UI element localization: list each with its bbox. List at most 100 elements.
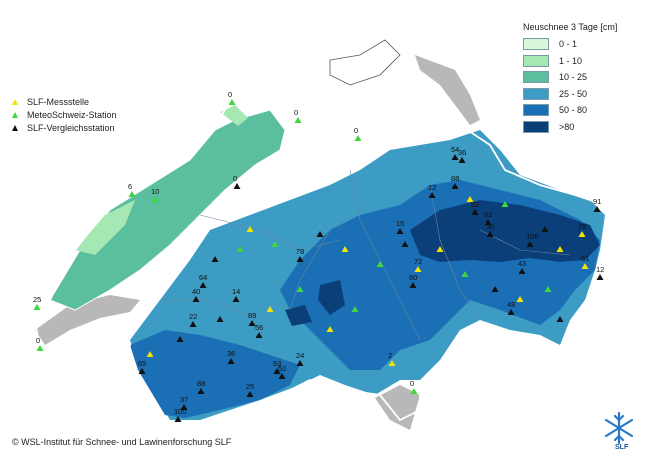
station-marker [227, 358, 235, 364]
station-value-label: 100 [174, 407, 187, 416]
station-marker [518, 268, 526, 274]
legend-row: 0 - 1 [523, 36, 643, 53]
station-value-label: 36 [227, 349, 235, 358]
legend-row: 1 - 10 [523, 53, 643, 70]
station-marker [396, 228, 404, 234]
station-marker [544, 286, 552, 292]
station-value-label: 14 [232, 287, 240, 296]
station-value-label: 2 [388, 351, 392, 360]
station-marker [486, 231, 494, 237]
legend-swatch [523, 71, 549, 84]
station-marker [436, 246, 444, 252]
slf-logo: SLF [599, 410, 643, 456]
legend-title: Neuschnee 3 Tage [cm] [523, 22, 618, 32]
station-type-row: SLF-Vergleichsstation [12, 121, 117, 134]
station-marker [541, 226, 549, 232]
station-marker [578, 231, 586, 237]
station-value-label: 6 [128, 182, 132, 191]
legend-label: >80 [559, 121, 575, 132]
region-80plus-b [318, 280, 345, 315]
station-marker [216, 316, 224, 322]
station-type-row: MeteoSchweiz-Station [12, 108, 117, 121]
legend-row: >80 [523, 119, 643, 136]
station-marker [341, 246, 349, 252]
station-marker [246, 226, 254, 232]
station-value-label: 0 [410, 379, 414, 388]
station-value-label: 12 [596, 265, 604, 274]
station-marker [556, 316, 564, 322]
copyright-credit: © WSL-Institut für Schnee- und Lawinenfo… [12, 437, 232, 447]
legend-label: 0 - 1 [559, 39, 578, 50]
region-10-25 [49, 109, 286, 311]
station-value-label: 89 [248, 311, 256, 320]
station-marker [526, 241, 534, 247]
station-marker [414, 266, 422, 272]
station-marker [316, 231, 324, 237]
station-value-label: 25 [33, 295, 41, 304]
station-marker [192, 296, 200, 302]
legend-swatch [523, 87, 549, 100]
station-marker [248, 320, 256, 326]
station-marker [228, 99, 236, 105]
station-marker [596, 274, 604, 280]
station-value-label: 72 [414, 257, 422, 266]
neighbor-outline [329, 39, 401, 86]
station-marker [236, 246, 244, 252]
station-marker [491, 286, 499, 292]
legend-row: 50 - 80 [523, 102, 643, 119]
station-value-label: 0 [233, 174, 237, 183]
station-marker [36, 345, 44, 351]
station-value-label: 0 [36, 336, 40, 345]
station-marker [211, 256, 219, 262]
station-value-label: 61 [581, 254, 589, 263]
station-marker [294, 117, 302, 123]
station-marker [233, 183, 241, 189]
station-value-label: 43 [518, 259, 526, 268]
snowflake-icon [604, 411, 634, 445]
station-value-label: 88 [197, 379, 205, 388]
station-marker [484, 219, 492, 225]
station-value-label: 25 [246, 382, 254, 391]
legend-swatch [523, 104, 549, 117]
station-value-label: 60 [409, 273, 417, 282]
station-marker [401, 241, 409, 247]
legend-label: 1 - 10 [559, 55, 583, 66]
station-marker [581, 263, 589, 269]
station-marker [189, 321, 197, 327]
region-80plus-c [285, 305, 312, 326]
legend-label: 50 - 80 [559, 105, 588, 116]
black-triangle-icon [12, 124, 18, 131]
station-value-label: 22 [189, 312, 197, 321]
station-marker [33, 304, 41, 310]
station-value-label: 15 [396, 219, 404, 228]
station-value-label: 37 [180, 395, 188, 404]
station-marker [388, 360, 396, 366]
station-marker [174, 416, 182, 422]
station-marker [451, 154, 459, 160]
station-marker [199, 282, 207, 288]
station-marker [255, 332, 263, 338]
station-marker [246, 391, 254, 397]
station-marker [271, 241, 279, 247]
station-marker [351, 306, 359, 312]
green-triangle-icon [12, 111, 18, 118]
legend-label: 10 - 25 [559, 72, 588, 83]
station-marker [326, 326, 334, 332]
station-value-label: 56 [255, 323, 263, 332]
station-value-label: 91 [593, 197, 601, 206]
stations [33, 99, 604, 422]
station-value-label: 0 [354, 126, 358, 135]
country-border [34, 89, 616, 426]
station-type-label: MeteoSchweiz-Station [27, 109, 117, 120]
station-value-label: 78 [578, 222, 586, 231]
station-marker [354, 135, 362, 141]
station-marker [410, 388, 418, 394]
station-value-label: 40 [192, 287, 200, 296]
station-marker [428, 192, 436, 198]
station-marker [273, 368, 281, 374]
station-marker [376, 261, 384, 267]
legend-row: 25 - 50 [523, 86, 643, 103]
station-marker [138, 368, 146, 374]
station-value-label: 12 [428, 183, 436, 192]
station-type-row: SLF-Messstelle [12, 95, 117, 108]
